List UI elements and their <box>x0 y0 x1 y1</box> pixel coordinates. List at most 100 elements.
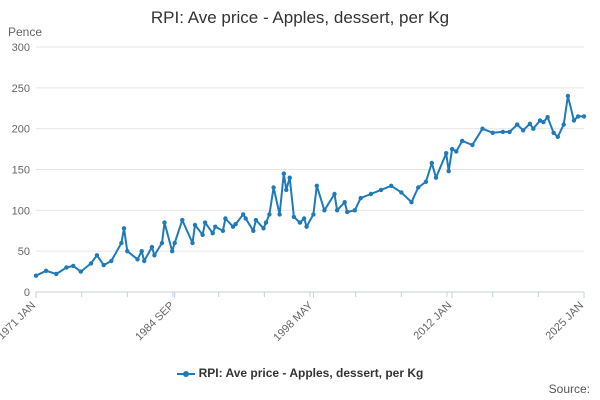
data-point <box>220 228 226 233</box>
data-point <box>423 179 429 184</box>
data-point <box>449 146 455 152</box>
chart-title: RPI: Ave price - Apples, dessert, per Kg <box>150 8 450 27</box>
data-point <box>399 190 404 195</box>
y-tick-label: 200 <box>12 124 30 136</box>
data-point <box>43 268 49 273</box>
y-tick-label: 250 <box>12 83 30 95</box>
data-point <box>202 220 208 225</box>
data-point <box>571 118 577 123</box>
data-point <box>500 129 505 135</box>
data-point <box>551 130 556 135</box>
data-point <box>368 191 374 197</box>
data-point <box>429 160 434 166</box>
data-point <box>142 258 147 264</box>
data-point <box>444 151 449 156</box>
data-point <box>416 185 421 190</box>
data-point <box>190 240 195 246</box>
data-point <box>139 249 144 254</box>
data-point <box>541 119 546 125</box>
legend-line-marker-icon <box>176 368 195 380</box>
data-point <box>358 195 363 201</box>
data-point <box>515 122 520 127</box>
data-point <box>446 168 451 174</box>
legend-series-label: RPI: Ave price - Apples, dessert, per Kg <box>198 366 424 380</box>
data-point <box>243 216 248 221</box>
data-point <box>200 232 205 237</box>
data-point <box>94 253 100 258</box>
data-point <box>33 273 39 278</box>
data-point <box>490 130 495 135</box>
data-point <box>352 208 357 213</box>
data-point <box>170 249 175 254</box>
series-line <box>35 95 584 277</box>
y-tick-label: 300 <box>12 42 30 54</box>
data-point <box>409 200 414 205</box>
data-point <box>152 253 157 258</box>
y-tick-label: 50 <box>18 246 30 258</box>
data-point <box>172 240 177 246</box>
source-label: Source: <box>548 382 590 396</box>
data-point <box>78 269 84 274</box>
data-point <box>334 208 340 213</box>
data-point <box>135 257 140 262</box>
x-tick-label: 1984 SEP <box>133 300 177 344</box>
data-point <box>311 212 316 217</box>
data-point <box>545 115 550 120</box>
data-point <box>101 262 106 268</box>
data-point <box>433 175 439 180</box>
data-point <box>454 149 459 154</box>
data-point <box>251 228 256 233</box>
data-point <box>263 220 269 225</box>
data-point <box>561 122 566 127</box>
legend[interactable]: RPI: Ave price - Apples, dessert, per Kg <box>0 366 600 380</box>
data-point <box>531 126 536 131</box>
data-point <box>54 271 59 277</box>
data-point <box>555 134 560 139</box>
data-point <box>159 240 165 246</box>
data-point <box>332 191 337 197</box>
y-axis-unit-label: Pence <box>8 25 43 39</box>
data-point <box>581 114 587 119</box>
data-point <box>121 226 127 231</box>
data-point <box>233 222 238 227</box>
data-point <box>470 142 475 148</box>
data-point <box>109 258 114 264</box>
data-point <box>287 175 292 180</box>
data-point <box>322 208 327 213</box>
data-point <box>223 216 228 221</box>
data-point <box>213 224 218 229</box>
data-point <box>71 263 76 269</box>
data-point <box>345 209 350 215</box>
y-tick-label: 150 <box>12 165 30 177</box>
data-point <box>301 216 307 221</box>
data-point <box>507 129 512 135</box>
data-point <box>125 249 130 254</box>
gridlines <box>36 46 584 293</box>
data-point <box>88 261 94 266</box>
data-point <box>389 183 394 188</box>
data-point <box>119 240 124 246</box>
data-point <box>241 212 246 217</box>
data-point <box>277 212 282 217</box>
y-tick-label: 100 <box>12 205 30 217</box>
tick-labels: 0 50 100 150 200 250 300 1971 JAN 1984 SEP 1998 M… <box>0 42 586 344</box>
data-point <box>192 222 198 228</box>
data-point <box>261 226 266 231</box>
data-point <box>64 265 69 270</box>
data-point <box>210 231 215 236</box>
data-point <box>162 220 167 225</box>
data-point <box>149 244 155 250</box>
data-point <box>537 118 543 123</box>
data-point <box>304 224 309 229</box>
data-point <box>267 212 272 217</box>
data-point <box>314 183 319 188</box>
x-tick-label: 1998 MAY <box>271 299 316 344</box>
data-point <box>291 214 297 220</box>
data-point <box>281 171 286 176</box>
data-point <box>253 217 259 223</box>
y-tick-label: 0 <box>24 287 30 299</box>
data-point <box>271 185 276 190</box>
data-point <box>527 121 533 127</box>
data-point <box>575 114 581 119</box>
